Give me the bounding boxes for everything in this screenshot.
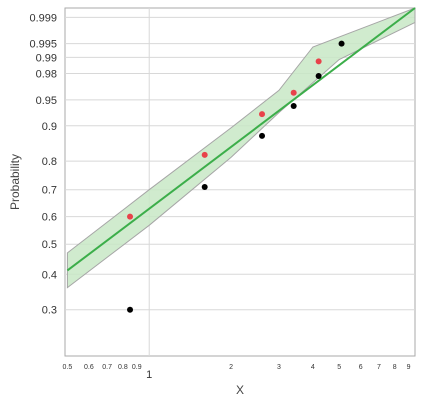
plot-frame: [64, 7, 416, 357]
y-tick-label: 0.995: [29, 39, 57, 51]
x-axis-title: X: [236, 383, 244, 397]
confidence-band: [66, 7, 416, 289]
y-tick-label: 0.3: [42, 305, 57, 317]
y-tick-labels: 0.3 0.4 0.5 0.6 0.7 0.8 0.9 0.95 0.98 0.990.995 0.…: [29, 12, 57, 316]
x-tick-label-minor: 9: [407, 364, 411, 371]
confidence-band-group: [66, 7, 416, 289]
x-tick-label-minor: 4: [311, 364, 315, 371]
x-tick-label-minor: 0.5: [63, 364, 73, 371]
y-tick-label: 0.7: [42, 185, 57, 197]
fit-line: [66, 7, 416, 272]
x-tick-labels: 0.5 0.6 0.7 0.8 0.9 2 3 4 5 6 7 8 9 1: [63, 364, 411, 381]
y-tick-label: 0.99: [36, 52, 57, 64]
red-data-point: [290, 89, 297, 96]
y-tick-label: 0.6: [42, 212, 57, 224]
red-data-point: [201, 151, 208, 158]
y-tick-label: 0.9: [42, 121, 57, 133]
black-data-point: [290, 103, 297, 110]
black-data-point: [127, 306, 134, 313]
x-tick-label-minor: 5: [337, 364, 341, 371]
y-tick-label: 0.4: [42, 269, 57, 281]
red-data-point: [315, 58, 322, 65]
x-tick-label-minor: 8: [393, 364, 397, 371]
x-tick-label-minor: 7: [377, 364, 381, 371]
y-tick-label: 0.999: [29, 12, 57, 24]
black-data-point: [201, 184, 208, 191]
black-data-point: [338, 40, 345, 47]
x-tick-label-minor: 2: [229, 364, 233, 371]
y-tick-label: 0.95: [36, 95, 57, 107]
x-tick-label-minor: 0.9: [132, 364, 142, 371]
fit-line-group: [66, 7, 416, 272]
black-data-point: [259, 132, 266, 139]
y-tick-label: 0.8: [42, 156, 57, 168]
red-data-point: [259, 111, 266, 118]
red-data-point: [127, 213, 134, 220]
x-tick-label-major: 1: [146, 369, 152, 381]
y-axis-title: Probability: [8, 154, 22, 210]
data-points: [127, 40, 345, 313]
x-tick-label-minor: 3: [277, 364, 281, 371]
black-data-point: [315, 72, 322, 79]
grid: [65, 8, 415, 356]
x-tick-label-minor: 0.8: [118, 364, 128, 371]
x-tick-label-minor: 0.6: [84, 364, 94, 371]
x-tick-label-minor: 6: [359, 364, 363, 371]
y-tick-label: 0.5: [42, 239, 57, 251]
x-tick-label-minor: 0.7: [102, 364, 112, 371]
y-tick-label: 0.98: [36, 69, 57, 81]
